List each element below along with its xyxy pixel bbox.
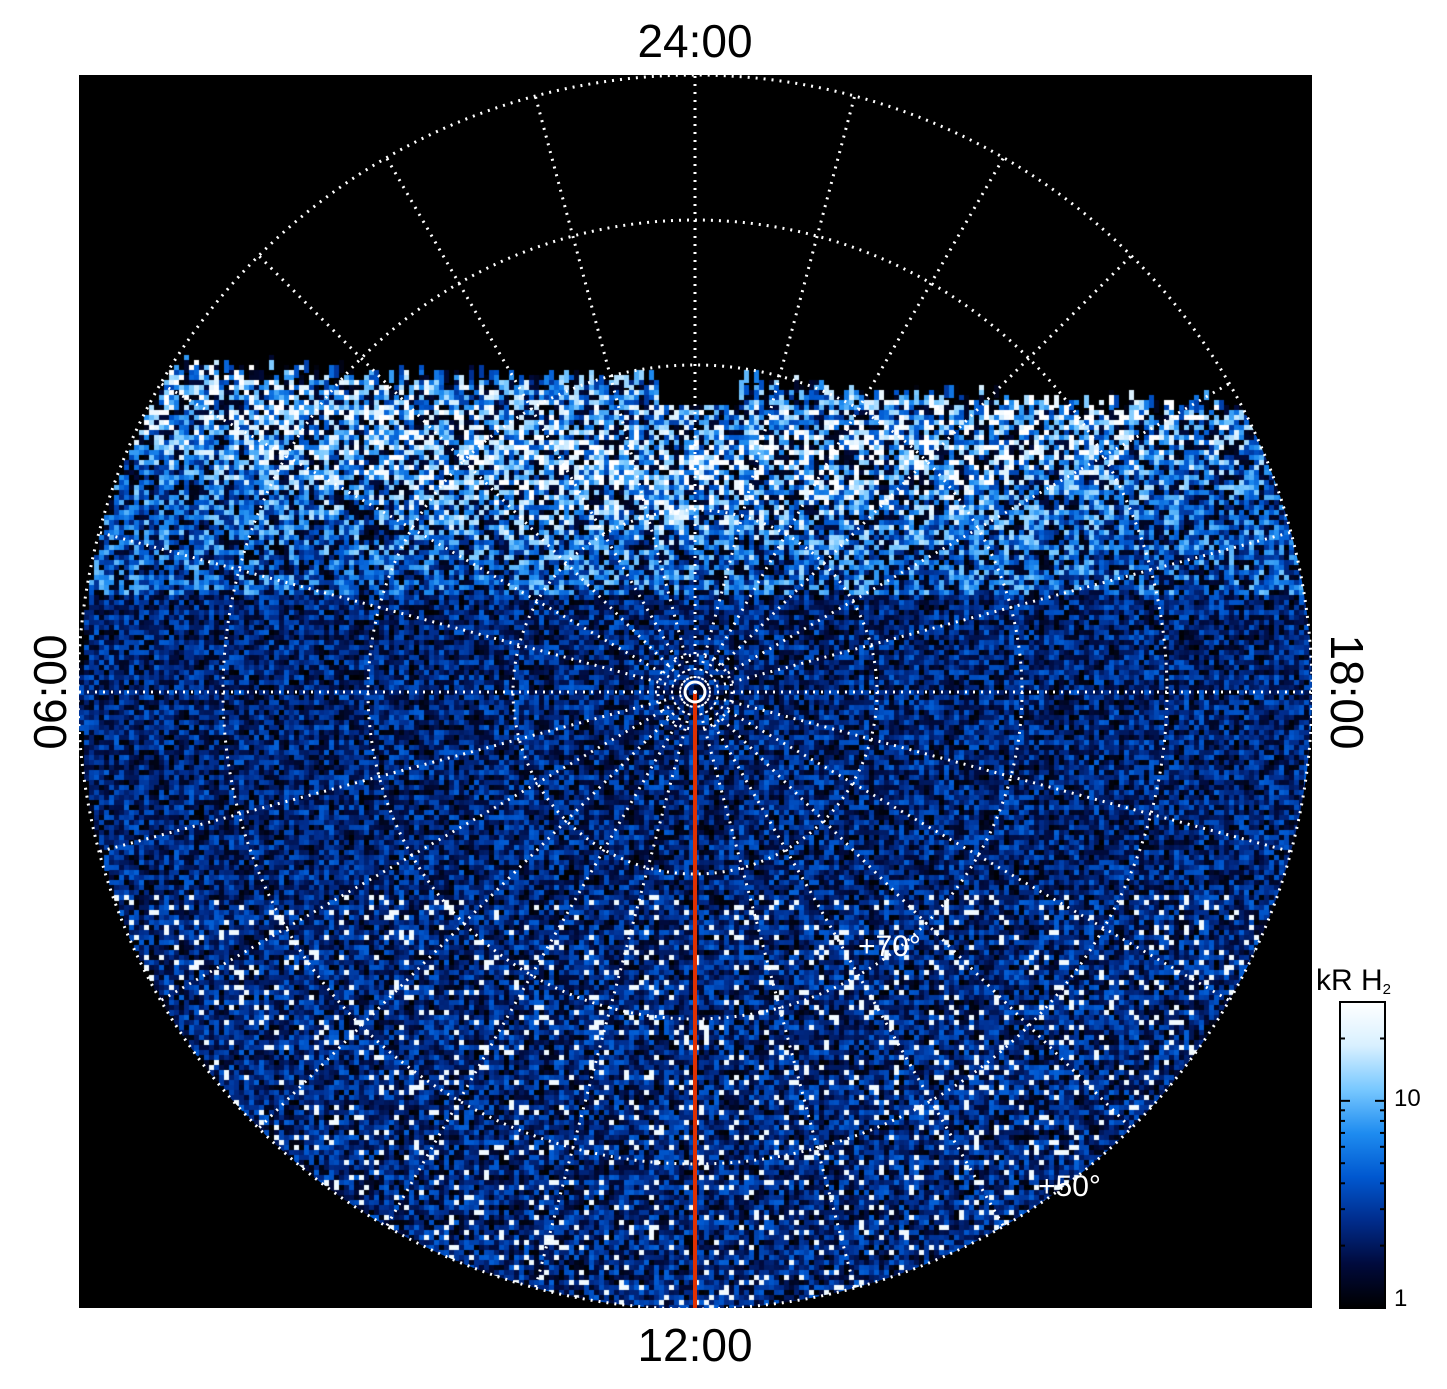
colorbar-layer	[1339, 1001, 1386, 1309]
latitude-circle	[656, 653, 734, 731]
local-time-label-right: 18:00	[1321, 634, 1373, 750]
pole-dot	[693, 690, 697, 694]
colorbar-title: kR H2	[1316, 964, 1392, 998]
colorbar	[1339, 1001, 1386, 1309]
local-time-label-bottom: 12:00	[637, 1319, 753, 1371]
latitude-label-70: +70°	[858, 930, 921, 963]
pole-marker	[683, 680, 707, 704]
colorbar-tick-10: 10	[1394, 1085, 1421, 1112]
colorbar-tick-1: 1	[1394, 1285, 1408, 1312]
latitude-circle	[76, 73, 1314, 1311]
latitude-label-50: +50°	[1038, 1170, 1101, 1203]
local-time-label-top: 24:00	[637, 15, 753, 67]
local-time-label-left: 06:00	[24, 634, 76, 750]
latitude-circle	[221, 218, 1169, 1166]
